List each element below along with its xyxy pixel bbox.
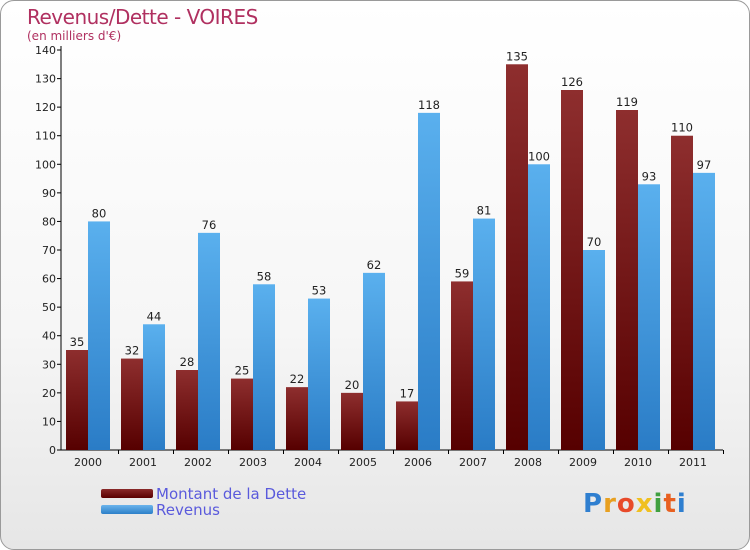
y-tick-label: 140 bbox=[35, 44, 56, 57]
data-label: 62 bbox=[367, 258, 382, 272]
bar-dette bbox=[561, 90, 583, 450]
y-tick-label: 100 bbox=[35, 158, 56, 171]
logo-letter: x bbox=[635, 489, 654, 519]
x-tick-label: 2002 bbox=[184, 456, 212, 469]
x-tick-label: 2001 bbox=[129, 456, 157, 469]
logo-letter: P bbox=[583, 489, 604, 519]
y-tick-label: 80 bbox=[42, 215, 56, 228]
bar-revenus bbox=[528, 164, 550, 451]
data-label: 58 bbox=[257, 269, 272, 283]
chart-title: Revenus/Dette - VOIRES bbox=[27, 5, 258, 29]
bar-revenus bbox=[143, 324, 165, 450]
data-label: 76 bbox=[202, 218, 217, 232]
logo-letter: i bbox=[676, 489, 687, 519]
bar-dette bbox=[121, 358, 143, 450]
data-label: 100 bbox=[528, 149, 550, 163]
y-tick-label: 10 bbox=[42, 415, 56, 428]
x-tick-label: 2010 bbox=[624, 456, 652, 469]
data-label: 59 bbox=[455, 266, 470, 280]
legend-swatch-debt bbox=[101, 489, 153, 498]
bar-revenus bbox=[583, 250, 605, 450]
legend-label-debt: Montant de la Dette bbox=[156, 485, 307, 503]
data-label: 110 bbox=[671, 121, 693, 135]
x-tick-label: 2000 bbox=[74, 456, 102, 469]
data-label: 80 bbox=[92, 206, 107, 220]
data-label: 22 bbox=[290, 372, 305, 386]
y-tick-label: 90 bbox=[42, 187, 56, 200]
x-tick-label: 2009 bbox=[569, 456, 597, 469]
bar-revenus bbox=[638, 184, 660, 451]
y-tick-label: 0 bbox=[49, 444, 56, 457]
data-label: 53 bbox=[312, 284, 327, 298]
data-label: 126 bbox=[561, 75, 583, 89]
bar-revenus bbox=[363, 272, 385, 450]
bar-revenus bbox=[693, 172, 715, 450]
logo-letter: o bbox=[616, 489, 636, 519]
y-tick-label: 20 bbox=[42, 387, 56, 400]
data-label: 25 bbox=[235, 364, 250, 378]
bar-revenus bbox=[253, 284, 275, 450]
y-tick-label: 40 bbox=[42, 330, 56, 343]
y-tick-label: 130 bbox=[35, 73, 56, 86]
proxiti-logo: Proxiti bbox=[583, 489, 687, 519]
bar-dette bbox=[231, 378, 253, 450]
bar-dette bbox=[396, 401, 418, 450]
x-tick-label: 2006 bbox=[404, 456, 432, 469]
data-label: 70 bbox=[587, 235, 602, 249]
y-tick-label: 120 bbox=[35, 101, 56, 114]
data-label: 93 bbox=[642, 169, 657, 183]
bar-revenus bbox=[88, 221, 110, 450]
y-tick-label: 70 bbox=[42, 244, 56, 257]
data-label: 17 bbox=[400, 386, 415, 400]
bar-dette bbox=[671, 135, 693, 450]
data-label: 32 bbox=[125, 344, 140, 358]
bar-revenus bbox=[308, 298, 330, 450]
bar-dette bbox=[286, 387, 308, 450]
y-tick-label: 110 bbox=[35, 130, 56, 143]
legend-label-revenus: Revenus bbox=[156, 501, 220, 519]
bar-dette bbox=[176, 370, 198, 450]
y-tick-label: 50 bbox=[42, 301, 56, 314]
data-label: 28 bbox=[180, 355, 195, 369]
x-tick-label: 2003 bbox=[239, 456, 267, 469]
bar-dette bbox=[66, 350, 88, 450]
legend-swatch-revenus bbox=[101, 505, 153, 514]
logo-letter: r bbox=[603, 489, 617, 519]
y-tick-label: 60 bbox=[42, 273, 56, 286]
x-tick-label: 2004 bbox=[294, 456, 322, 469]
logo-letter: i bbox=[653, 489, 664, 519]
bar-dette bbox=[616, 110, 638, 450]
bar-revenus bbox=[418, 112, 440, 450]
x-tick-label: 2007 bbox=[459, 456, 487, 469]
x-tick-label: 2008 bbox=[514, 456, 542, 469]
x-tick-label: 2005 bbox=[349, 456, 377, 469]
bar-revenus bbox=[198, 232, 220, 450]
data-label: 135 bbox=[506, 49, 528, 63]
data-label: 44 bbox=[147, 309, 162, 323]
logo-letter: t bbox=[663, 489, 677, 519]
bar-dette bbox=[451, 281, 473, 450]
data-label: 35 bbox=[70, 335, 85, 349]
y-tick-label: 30 bbox=[42, 358, 56, 371]
x-tick-label: 2011 bbox=[679, 456, 707, 469]
bar-revenus bbox=[473, 218, 495, 450]
data-label: 119 bbox=[616, 95, 638, 109]
data-label: 81 bbox=[477, 204, 492, 218]
data-label: 118 bbox=[418, 98, 440, 112]
data-label: 97 bbox=[697, 158, 712, 172]
bar-dette bbox=[341, 392, 363, 450]
data-label: 20 bbox=[345, 378, 360, 392]
chart-subtitle: (en milliers d'€) bbox=[27, 29, 122, 43]
bar-dette bbox=[506, 64, 528, 451]
